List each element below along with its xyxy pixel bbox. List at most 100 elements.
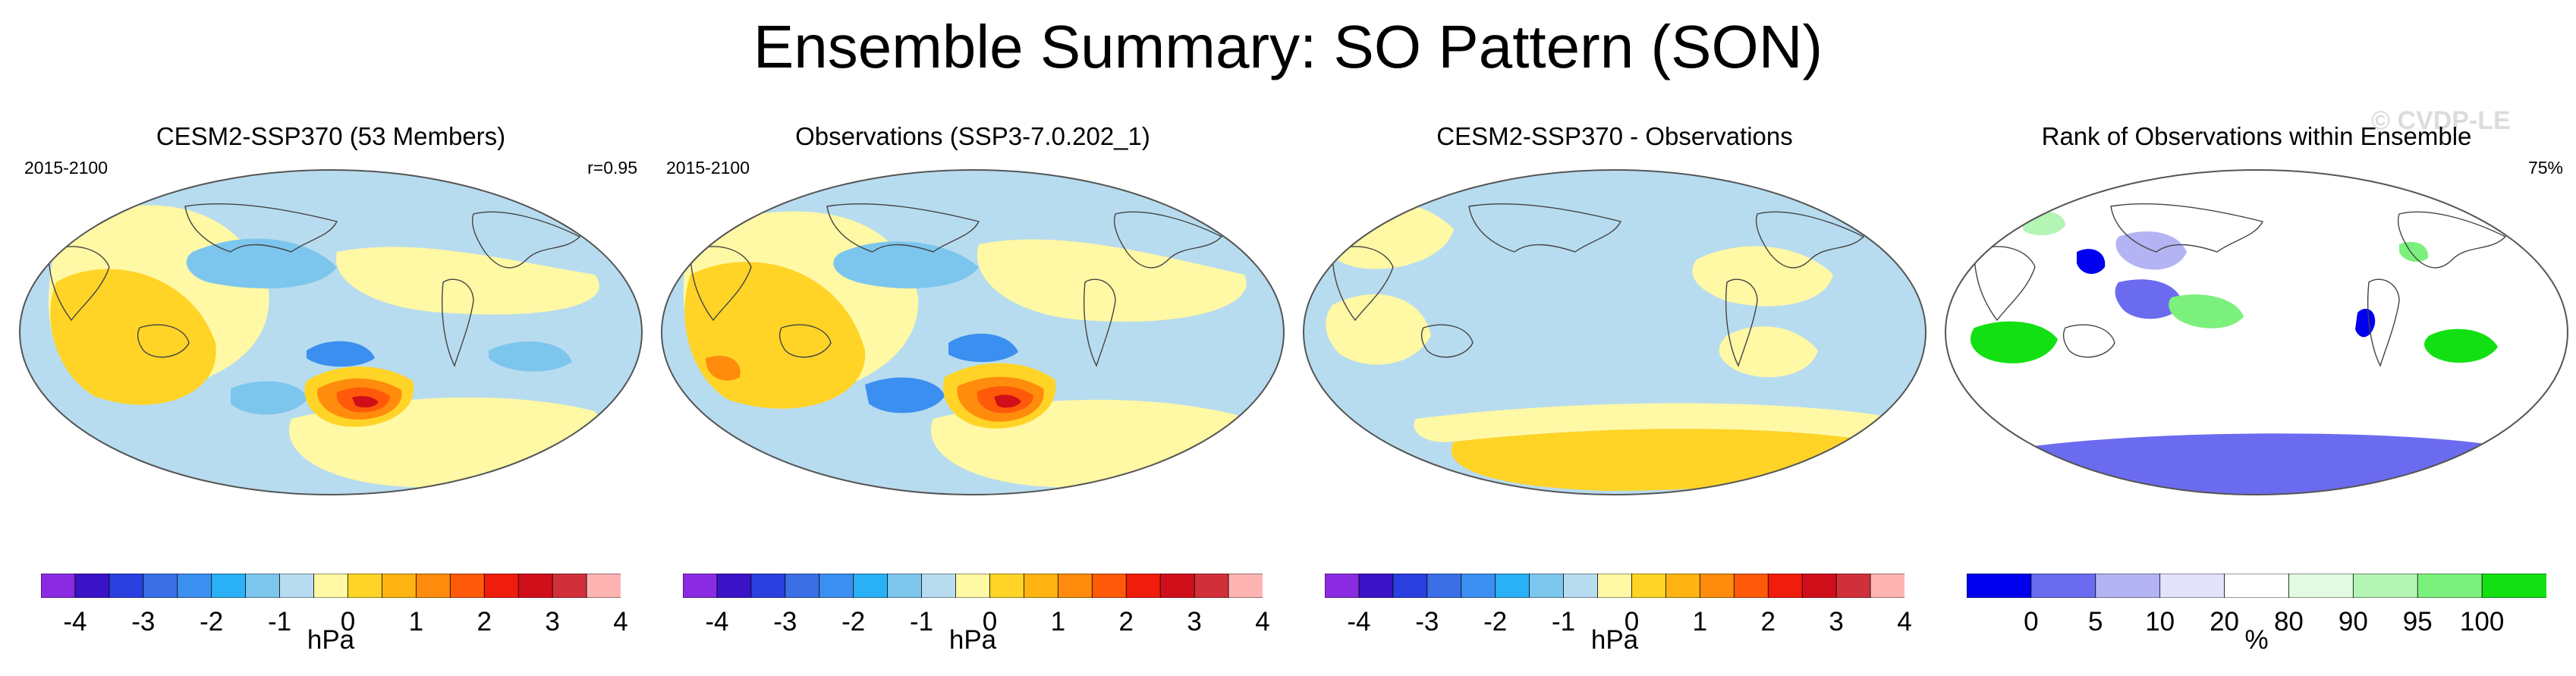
coastline	[1420, 324, 1474, 358]
colorbar-box	[517, 574, 554, 598]
colorbar-box	[2030, 574, 2096, 598]
colorbar-box	[1801, 574, 1838, 598]
colorbar-tick-label: -3	[131, 607, 156, 637]
robinson-map	[1303, 169, 1926, 495]
coastline	[1756, 211, 1865, 269]
colorbar-box	[1461, 574, 1496, 598]
colorbar-box	[1529, 574, 1565, 598]
colorbar-box	[1665, 574, 1701, 598]
anomaly-region	[186, 238, 337, 289]
colorbar-box	[1057, 574, 1093, 598]
colorbar-box	[750, 574, 786, 598]
anomaly-region	[50, 269, 216, 405]
colorbar-box	[1159, 574, 1196, 598]
colorbar-tick-label: -4	[63, 607, 87, 637]
coastline	[690, 246, 752, 322]
anomaly-region	[2115, 279, 2183, 319]
colorbar-tick-label: 90	[2338, 607, 2368, 637]
coastline	[441, 278, 474, 367]
colorbar-box	[177, 574, 212, 598]
colorbar-tick-label: -3	[1415, 607, 1439, 637]
coastline	[1725, 278, 1758, 367]
colorbar-tick-label: 1	[408, 607, 424, 637]
anomaly-region	[948, 333, 1018, 363]
colorbar-ticks: -4 -3 -2 -1 0 1 2 3 4	[683, 599, 1269, 660]
anomaly-region	[2169, 294, 2244, 329]
colorbar-tick-label: 5	[2088, 607, 2103, 637]
panel-title: CESM2-SSP370 - Observations	[1436, 122, 1793, 150]
map-border	[19, 169, 643, 495]
colorbar-box	[1495, 574, 1530, 598]
colorbar-box	[143, 574, 178, 598]
colorbar-tick-label: 100	[2459, 607, 2505, 637]
map-panel-1: CESM2-SSP370 (53 Members) 2015-2100 r=0.95…	[9, 114, 653, 676]
colorbar-box	[1228, 574, 1263, 598]
colorbar-tick-label: 1	[1692, 607, 1708, 637]
colorbar-tick-label: 0	[340, 607, 356, 637]
robinson-map	[661, 169, 1285, 495]
map-border	[661, 169, 1285, 495]
colorbar-unit: hPa	[948, 625, 997, 655]
colorbar-ticks: -4 -3 -2 -1 0 1 2 3 4	[41, 599, 627, 660]
colorbar-box	[382, 574, 417, 598]
anomaly-region	[2424, 329, 2498, 363]
colorbar-box	[313, 574, 349, 598]
anomaly-region	[1451, 429, 1879, 491]
colorbar-box	[2159, 574, 2225, 598]
coastline	[472, 211, 581, 269]
anomaly-region	[1692, 246, 1833, 307]
colorbar-box	[552, 574, 587, 598]
map-border	[1303, 169, 1926, 495]
colorbar-box	[2224, 574, 2290, 598]
anomaly-region	[352, 396, 379, 408]
anomaly-region	[335, 247, 599, 315]
colorbar-tick-label: 0	[982, 607, 998, 637]
colorbar-box	[1835, 574, 1871, 598]
colorbar-box	[1767, 574, 1804, 598]
anomaly-region	[706, 355, 741, 381]
colorbar-box	[1194, 574, 1229, 598]
colorbar-box	[1631, 574, 1667, 598]
coastline	[2367, 278, 2400, 367]
coastline	[2110, 203, 2264, 253]
colorbar-unit: hPa	[307, 625, 355, 655]
colorbar-tick-label: 1	[1050, 607, 1066, 637]
colorbar-tick-label: 3	[545, 607, 560, 637]
colorbar-tick-label: 2	[1760, 607, 1776, 637]
coastline	[137, 324, 190, 358]
colorbar-tick-label: -4	[705, 607, 729, 637]
colorbar-box	[683, 574, 718, 598]
colorbar-box	[586, 574, 621, 598]
anomaly-region	[2012, 433, 2521, 495]
stat-label: 75%	[2527, 158, 2563, 178]
coastline	[2398, 211, 2507, 269]
map-panel-3: CESM2-SSP370 - Observations -4 -3 -2 -1 0 1 2 3 4…	[1293, 114, 1936, 676]
colorbar-box	[853, 574, 889, 598]
colorbar-tick-label: -4	[1347, 607, 1371, 637]
coastline	[1974, 246, 2036, 322]
anomaly-region	[1719, 326, 1818, 378]
colorbar-tick-label: 80	[2273, 607, 2304, 637]
anomaly-region	[865, 377, 945, 413]
colorbar-box	[1125, 574, 1162, 598]
period-label: 2015-2100	[24, 158, 108, 178]
robinson-map	[19, 169, 643, 495]
anomaly-region	[994, 395, 1021, 408]
colorbar-tick-label: 0	[1624, 607, 1640, 637]
colorbar-tick-label: -3	[773, 607, 797, 637]
colorbar-box	[2352, 574, 2419, 598]
coastline	[1332, 246, 1394, 322]
anomaly-region	[1326, 294, 1431, 365]
colorbar-tick-label: -2	[200, 607, 224, 637]
colorbar-box	[989, 574, 1025, 598]
colorbar-box	[1358, 574, 1394, 598]
map-panel-4: Rank of Observations within Ensemble 75% 0…	[1935, 114, 2576, 676]
colorbar-tick-label: 2	[1118, 607, 1134, 637]
map-border	[1945, 169, 2568, 495]
colorbar-box	[819, 574, 854, 598]
colorbar-box	[1024, 574, 1059, 598]
stat-label: r=0.95	[587, 158, 637, 178]
colorbar-tick-label: 2	[477, 607, 492, 637]
anomaly-region	[1971, 321, 2058, 363]
colorbar-unit: hPa	[1590, 625, 1639, 655]
